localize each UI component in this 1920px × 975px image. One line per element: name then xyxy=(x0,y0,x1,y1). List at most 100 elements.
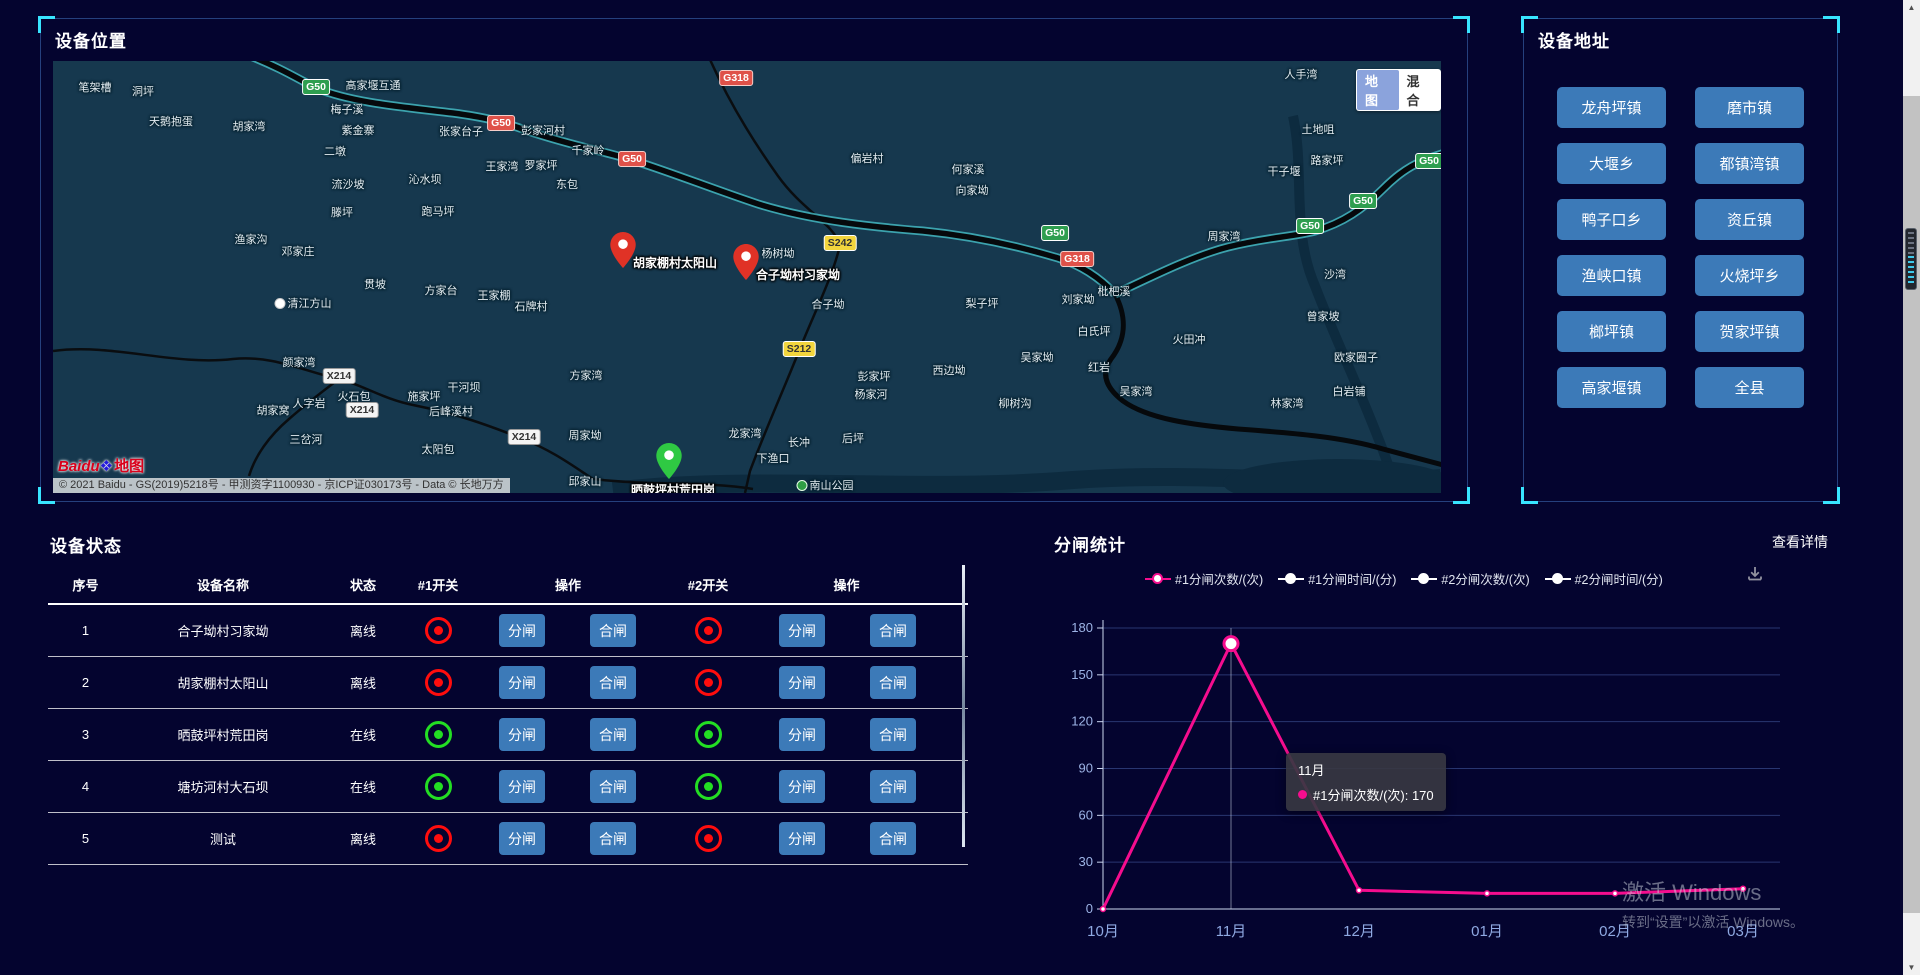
switch1-actions-cell: 分闸 合闸 xyxy=(473,614,663,647)
map-place-label: 干河坝 xyxy=(447,382,481,394)
switch2-indicator-cell xyxy=(663,617,753,644)
road-number-badge: G318 xyxy=(1060,251,1094,267)
switch1-actions-cell: 分闸 合闸 xyxy=(473,718,663,751)
address-button[interactable]: 火烧坪乡 xyxy=(1695,255,1804,296)
close-button[interactable]: 合闸 xyxy=(590,770,636,803)
map-pin-icon[interactable] xyxy=(610,232,636,268)
switch2-indicator-cell xyxy=(663,825,753,852)
table-column-header: 操作 xyxy=(833,577,860,593)
scrollbar-down-arrow[interactable]: ▼ xyxy=(1907,963,1916,972)
trip-button[interactable]: 分闸 xyxy=(779,822,825,855)
legend-item[interactable]: #1分闸时间/(分) xyxy=(1278,569,1396,588)
panel-corner-accent xyxy=(1521,487,1538,504)
map-place-label: 周家坳 xyxy=(568,430,602,442)
address-button[interactable]: 贺家坪镇 xyxy=(1695,311,1804,352)
switch1-indicator-cell xyxy=(403,617,473,644)
view-details-link[interactable]: 查看详情 xyxy=(1772,534,1828,550)
close-button[interactable]: 合闸 xyxy=(870,614,916,647)
status-light-on xyxy=(424,773,452,800)
close-button[interactable]: 合闸 xyxy=(590,822,636,855)
table-column-header: 状态 xyxy=(349,577,376,593)
address-button[interactable]: 渔峡口镇 xyxy=(1557,255,1666,296)
legend-item[interactable]: #2分闸时间/(分) xyxy=(1544,569,1663,588)
trip-button[interactable]: 分闸 xyxy=(779,770,825,803)
close-button[interactable]: 合闸 xyxy=(590,718,636,751)
close-button[interactable]: 合闸 xyxy=(870,718,916,751)
close-button[interactable]: 合闸 xyxy=(870,666,916,699)
legend-item[interactable]: #1分闸次数/(次) xyxy=(1145,569,1263,588)
scroll-indicator-dashes xyxy=(1908,232,1914,256)
map-place-label: 邱家山 xyxy=(568,476,602,488)
svg-text:180: 180 xyxy=(1071,620,1093,635)
map-place-label: 曾家坡 xyxy=(1306,311,1340,323)
scrollbar-up-arrow[interactable]: ▲ xyxy=(1907,3,1916,12)
address-button[interactable]: 全县 xyxy=(1695,367,1804,408)
map-place-label: 邓家庄 xyxy=(281,246,315,258)
map-place-label: 滕坪 xyxy=(331,207,353,219)
address-button[interactable]: 磨市镇 xyxy=(1695,87,1804,128)
device-status: 离线 xyxy=(349,832,376,847)
close-button[interactable]: 合闸 xyxy=(870,770,916,803)
trip-button[interactable]: 分闸 xyxy=(779,666,825,699)
device-name: 塘坊河村大石坝 xyxy=(177,780,269,795)
status-light-on xyxy=(424,721,452,748)
browser-scrollbar[interactable]: ▲ ▼ xyxy=(1903,0,1920,975)
map-pin-label: 晒鼓坪村荒田岗 xyxy=(630,483,716,493)
map-place-label: 清江方山 xyxy=(274,295,332,311)
address-button[interactable]: 大堰乡 xyxy=(1557,143,1666,184)
switch1-actions-cell: 分闸 合闸 xyxy=(473,666,663,699)
line-chart[interactable]: 0 30 60 90 120 150 180 10月 11月 12月 01月 02月 03月 xyxy=(1040,525,1850,975)
map-type-toggle[interactable]: 地图 混合 xyxy=(1356,69,1441,111)
baidu-paw-icon: ❖ xyxy=(99,458,114,475)
table-row: 1 合子坳村习家坳 离线 分闸 合闸 分闸 合闸 xyxy=(48,605,968,657)
trip-button[interactable]: 分闸 xyxy=(499,770,545,803)
switch1-indicator-cell xyxy=(403,669,473,696)
scrollbar-thumb[interactable] xyxy=(1903,96,1920,913)
scroll-indicator-dashes xyxy=(1908,256,1914,286)
close-button[interactable]: 合闸 xyxy=(590,666,636,699)
status-light-off xyxy=(424,825,452,852)
map-place-label: 周家湾 xyxy=(1207,231,1241,243)
trip-button[interactable]: 分闸 xyxy=(499,718,545,751)
trip-button[interactable]: 分闸 xyxy=(499,614,545,647)
map-place-label: 方家台 xyxy=(424,285,458,297)
legend-item[interactable]: #2分闸次数/(次) xyxy=(1411,569,1530,588)
map-place-label: 渔家沟 xyxy=(234,234,268,246)
close-button[interactable]: 合闸 xyxy=(590,614,636,647)
switch2-actions-cell: 分闸 合闸 xyxy=(753,770,940,803)
map-place-label: 彭家河村 xyxy=(521,125,565,137)
trip-button[interactable]: 分闸 xyxy=(779,718,825,751)
address-button[interactable]: 鸭子口乡 xyxy=(1557,199,1666,240)
close-button[interactable]: 合闸 xyxy=(870,822,916,855)
svg-text:30: 30 xyxy=(1079,854,1093,869)
address-button[interactable]: 榔坪镇 xyxy=(1557,311,1666,352)
address-button[interactable]: 高家堰镇 xyxy=(1557,367,1666,408)
device-status: 离线 xyxy=(349,624,376,639)
trip-button[interactable]: 分闸 xyxy=(499,822,545,855)
road-number-badge: G50 xyxy=(1296,218,1324,234)
device-status: 离线 xyxy=(349,676,376,691)
switch1-indicator-cell xyxy=(403,825,473,852)
address-button[interactable]: 资丘镇 xyxy=(1695,199,1804,240)
road-number-badge: S242 xyxy=(823,235,857,251)
svg-text:02月: 02月 xyxy=(1599,923,1631,940)
switch1-indicator-cell xyxy=(403,721,473,748)
address-button[interactable]: 龙舟坪镇 xyxy=(1557,87,1666,128)
trip-button[interactable]: 分闸 xyxy=(499,666,545,699)
tooltip-value: #1分闸次数/(次): 170 xyxy=(1313,788,1434,803)
trip-button[interactable]: 分闸 xyxy=(779,614,825,647)
download-icon[interactable] xyxy=(1746,565,1764,588)
map-type-hybrid-button[interactable]: 混合 xyxy=(1406,74,1420,108)
table-scrollbar[interactable] xyxy=(962,565,965,847)
switch2-actions-cell: 分闸 合闸 xyxy=(753,822,940,855)
map-type-map-button[interactable]: 地图 xyxy=(1357,70,1399,110)
baidu-map[interactable]: 笔架槽 洞坪 天鹅抱蛋 胡家湾 高家堰互通 梅子溪 紫金寨 二墩 流沙坡 沁水坝 张家台子 彭家河村王… xyxy=(53,61,1441,493)
address-button-grid: 龙舟坪镇 磨市镇 大堰乡 都镇湾镇 鸭子口乡 资丘镇 渔峡口镇 火烧坪乡 榔坪镇 贺家坪镇 高家堰镇… xyxy=(1557,87,1804,408)
map-pin-icon[interactable] xyxy=(656,443,682,479)
map-place-label: 天鹅抱蛋 xyxy=(149,116,193,128)
legend-label: #1分闸时间/(分) xyxy=(1308,573,1397,587)
address-button[interactable]: 都镇湾镇 xyxy=(1695,143,1804,184)
panel-corner-accent xyxy=(38,16,55,33)
map-pin-icon[interactable] xyxy=(733,244,759,280)
